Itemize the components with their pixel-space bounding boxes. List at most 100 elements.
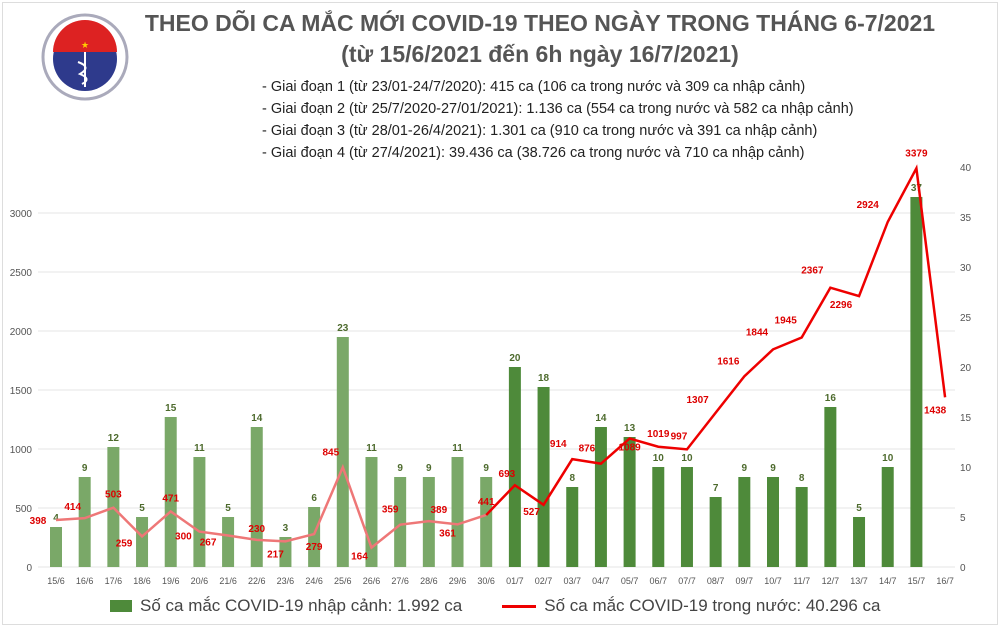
left-axis-tick: 0 [26, 563, 32, 574]
bar-label: 5 [139, 503, 145, 514]
x-axis-label: 01/7 [506, 576, 524, 586]
bar-label: 9 [426, 463, 432, 474]
bar-label: 11 [452, 443, 463, 454]
line-label: 441 [478, 497, 495, 508]
bar-label: 9 [82, 463, 88, 474]
bar-label: 20 [509, 353, 521, 364]
x-axis-label: 10/7 [764, 576, 782, 586]
bar-label: 11 [194, 443, 205, 454]
line-label: 361 [439, 528, 456, 539]
right-axis-tick: 35 [960, 213, 972, 224]
phase-notes: - Giai đoạn 1 (từ 23/01-24/7/2020): 415 … [262, 76, 854, 164]
x-axis-label: 26/6 [363, 576, 381, 586]
bar [738, 477, 751, 567]
line-label: 1945 [775, 315, 798, 326]
bar-label: 10 [882, 453, 894, 464]
line-label: 230 [248, 524, 265, 535]
line-label: 300 [175, 532, 192, 543]
bar [222, 517, 235, 567]
x-axis-label: 16/6 [76, 576, 94, 586]
line-label: 997 [671, 431, 688, 442]
x-axis-label: 12/7 [822, 576, 840, 586]
x-axis-label: 29/6 [449, 576, 467, 586]
bar-label: 23 [337, 323, 349, 334]
line-series [485, 164, 947, 516]
right-axis-tick: 25 [960, 313, 972, 324]
x-axis-label: 08/7 [707, 576, 725, 586]
bar-label: 6 [311, 493, 317, 504]
bar [537, 387, 550, 567]
x-axis-label: 06/7 [650, 576, 668, 586]
x-axis-label: 03/7 [563, 576, 581, 586]
bar-label: 8 [799, 473, 805, 484]
bar [308, 507, 321, 567]
left-axis-tick: 1000 [10, 445, 33, 456]
legend: Số ca mắc COVID-19 nhập cảnh: 1.992 ca S… [110, 596, 881, 616]
line-series-early [55, 463, 487, 550]
line-label: 414 [64, 502, 81, 513]
right-axis-tick: 20 [960, 363, 972, 374]
bar-label: 37 [911, 183, 923, 194]
line-label: 389 [430, 505, 447, 516]
line-label: 217 [267, 549, 284, 560]
line-label: 1844 [746, 327, 769, 338]
x-axis-label: 18/6 [133, 576, 151, 586]
line-label: 164 [351, 552, 368, 563]
bar-label: 10 [681, 453, 693, 464]
bar [652, 467, 665, 567]
bar [594, 427, 607, 567]
x-axis-label: 28/6 [420, 576, 438, 586]
line-label: 279 [306, 542, 323, 553]
bar [767, 477, 779, 567]
right-axis-tick: 30 [960, 263, 972, 274]
line-label: 3379 [905, 148, 928, 159]
x-axis-label: 16/7 [936, 576, 954, 586]
bar [394, 477, 407, 567]
left-axis-tick: 3000 [10, 209, 33, 220]
line-label: 1438 [924, 405, 947, 416]
x-axis-label: 11/7 [793, 576, 810, 586]
bar-label: 13 [624, 423, 636, 434]
bar [508, 367, 521, 567]
chart-title: THEO DÕI CA MẮC MỚI COVID-19 THEO NGÀY T… [140, 10, 940, 68]
bar-label: 9 [742, 463, 748, 474]
right-axis-tick: 10 [960, 463, 972, 474]
x-axis-label: 13/7 [850, 576, 868, 586]
legend-imported-label: Số ca mắc COVID-19 nhập cảnh: 1.992 ca [140, 596, 463, 615]
bar [623, 437, 636, 567]
legend-line-swatch [502, 604, 537, 608]
bar-label: 16 [825, 393, 837, 404]
line-label: 693 [499, 469, 516, 480]
bar-label: 5 [856, 503, 862, 514]
x-axis-label: 25/6 [334, 576, 352, 586]
bar-label: 18 [538, 373, 550, 384]
bar-label: 14 [595, 413, 607, 424]
bar [853, 517, 866, 567]
bar-label: 11 [366, 443, 377, 454]
bar [566, 487, 579, 567]
note-phase-2: - Giai đoạn 2 (từ 25/7/2020-27/01/2021):… [262, 101, 854, 117]
line-label: 2367 [801, 266, 824, 277]
x-axis-label: 07/7 [678, 576, 696, 586]
bar-label: 8 [569, 473, 575, 484]
ministry-of-health-logo: ★ [41, 13, 129, 101]
bar [279, 537, 292, 567]
x-axis-label: 22/6 [248, 576, 266, 586]
right-axis-tick: 15 [960, 413, 972, 424]
bar-label: 9 [770, 463, 776, 474]
line-label: 503 [105, 490, 122, 501]
right-axis-tick: 5 [960, 513, 966, 524]
bar-label: 10 [653, 453, 665, 464]
left-axis-tick: 2500 [10, 268, 33, 279]
bar [709, 497, 722, 567]
line-label: 845 [322, 447, 339, 458]
line-label: 2924 [857, 200, 880, 211]
line-label: 1307 [687, 395, 710, 406]
title-line-2: (từ 15/6/2021 đến 6h ngày 16/7/2021) [341, 41, 739, 67]
left-axis-tick: 500 [15, 504, 32, 515]
bar-label: 4 [53, 513, 59, 524]
x-axis-label: 14/7 [879, 576, 897, 586]
line-label: 471 [162, 493, 179, 504]
bar [250, 427, 263, 567]
bar [365, 457, 378, 567]
